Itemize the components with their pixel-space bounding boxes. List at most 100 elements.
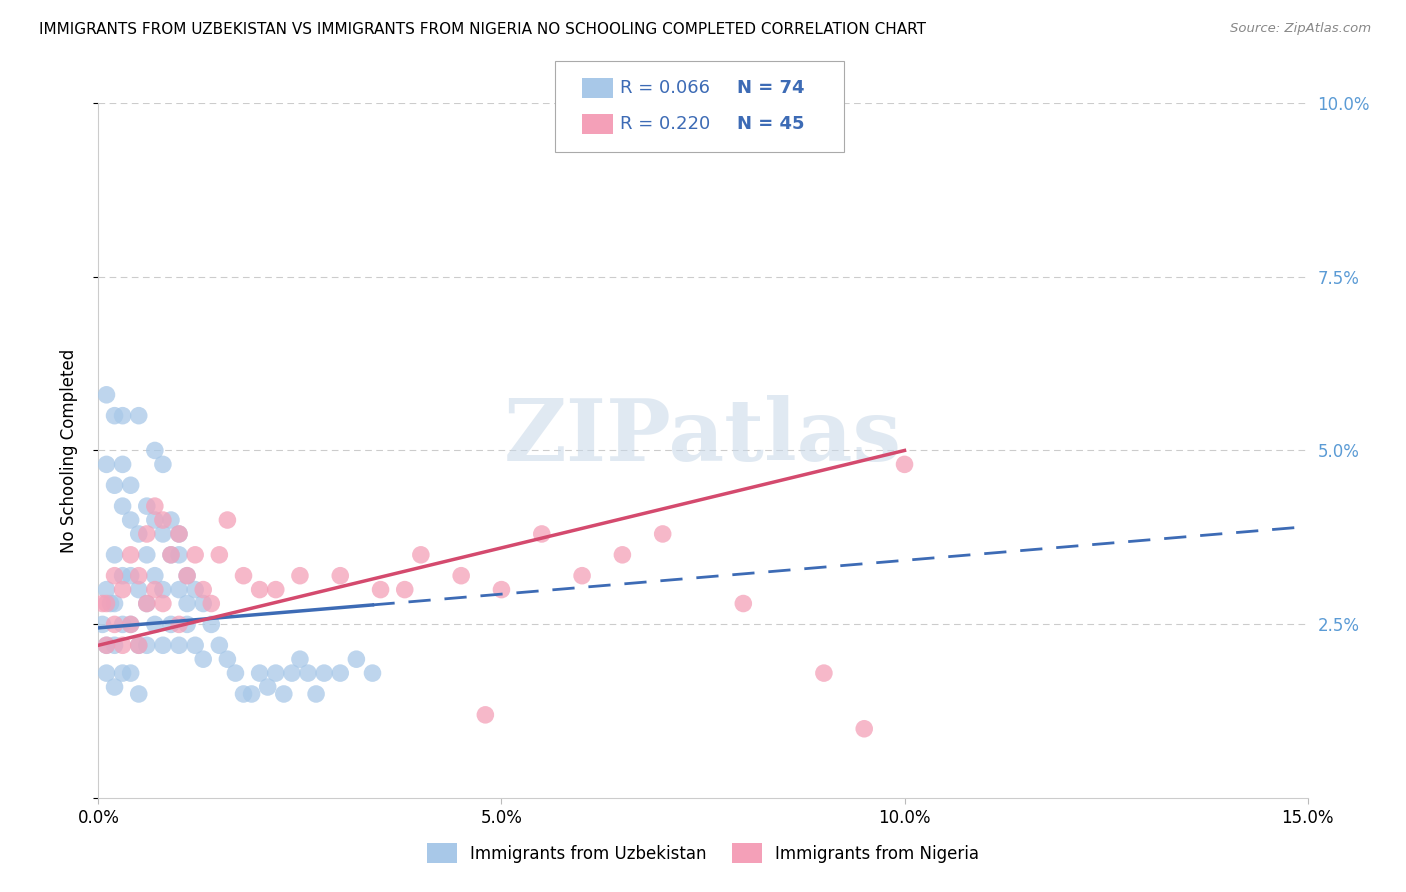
Point (329, 568, 352, 582)
Point (249, 582, 271, 597)
Point (152, 458, 174, 472)
Point (120, 617, 142, 632)
Point (111, 499, 134, 513)
Point (135, 499, 157, 513)
Point (217, 513, 239, 527)
Point (193, 582, 215, 597)
Point (111, 458, 134, 472)
Point (120, 513, 142, 527)
Point (96, 597, 118, 611)
Point (96, 666, 118, 681)
Point (813, 666, 835, 681)
Point (167, 582, 190, 597)
Point (103, 568, 125, 582)
Point (143, 499, 166, 513)
Point (530, 527, 553, 541)
Point (128, 527, 150, 541)
Point (152, 513, 174, 527)
Point (103, 617, 125, 632)
Point (120, 548, 142, 562)
Point (152, 527, 174, 541)
Point (208, 638, 231, 652)
Point (281, 666, 304, 681)
Point (344, 652, 367, 666)
Point (111, 409, 134, 423)
Point (120, 478, 142, 492)
Point (152, 597, 174, 611)
Point (184, 548, 207, 562)
Point (143, 617, 166, 632)
Point (193, 597, 215, 611)
Point (135, 548, 157, 562)
Point (240, 687, 263, 701)
Point (111, 638, 134, 652)
Point (409, 548, 432, 562)
Point (176, 568, 198, 582)
Point (193, 652, 215, 666)
Point (314, 666, 336, 681)
Point (184, 582, 207, 597)
Point (491, 582, 513, 597)
Point (135, 527, 157, 541)
Point (232, 568, 254, 582)
Point (176, 568, 198, 582)
Point (96, 582, 118, 597)
Point (224, 666, 246, 681)
Point (160, 548, 183, 562)
Point (128, 687, 150, 701)
Point (96, 638, 118, 652)
Point (120, 617, 142, 632)
Point (651, 527, 673, 541)
Point (152, 638, 174, 652)
Point (370, 582, 392, 597)
Point (128, 638, 150, 652)
Point (200, 597, 222, 611)
Text: Source: ZipAtlas.com: Source: ZipAtlas.com (1230, 22, 1371, 36)
Point (143, 568, 166, 582)
Point (128, 409, 150, 423)
Point (103, 478, 125, 492)
Point (288, 568, 311, 582)
Point (256, 680, 278, 694)
Point (329, 666, 352, 681)
Point (264, 666, 287, 681)
Point (232, 687, 254, 701)
Point (184, 638, 207, 652)
Point (111, 568, 134, 582)
Point (167, 548, 190, 562)
Point (128, 582, 150, 597)
Point (167, 617, 190, 632)
Point (176, 597, 198, 611)
Point (160, 513, 183, 527)
Point (273, 687, 295, 701)
Point (103, 638, 125, 652)
Point (103, 409, 125, 423)
Point (176, 617, 198, 632)
Point (96, 458, 118, 472)
Point (152, 582, 174, 597)
Point (200, 617, 222, 632)
Point (394, 582, 416, 597)
Text: ZIPatlas: ZIPatlas (503, 394, 903, 478)
Point (612, 548, 634, 562)
Point (143, 443, 166, 458)
Text: R = 0.066: R = 0.066 (620, 79, 710, 97)
Point (249, 666, 271, 681)
Point (103, 548, 125, 562)
Point (893, 458, 915, 472)
Point (167, 638, 190, 652)
Point (128, 568, 150, 582)
Point (288, 652, 311, 666)
Point (135, 597, 157, 611)
Point (111, 582, 134, 597)
Point (733, 597, 755, 611)
Y-axis label: No Schooling Completed: No Schooling Completed (59, 349, 77, 552)
Point (128, 638, 150, 652)
Text: R = 0.220: R = 0.220 (620, 115, 710, 133)
Point (143, 582, 166, 597)
Point (450, 568, 472, 582)
Point (91, 617, 114, 632)
Point (167, 527, 190, 541)
Point (474, 707, 496, 722)
Point (91, 597, 114, 611)
